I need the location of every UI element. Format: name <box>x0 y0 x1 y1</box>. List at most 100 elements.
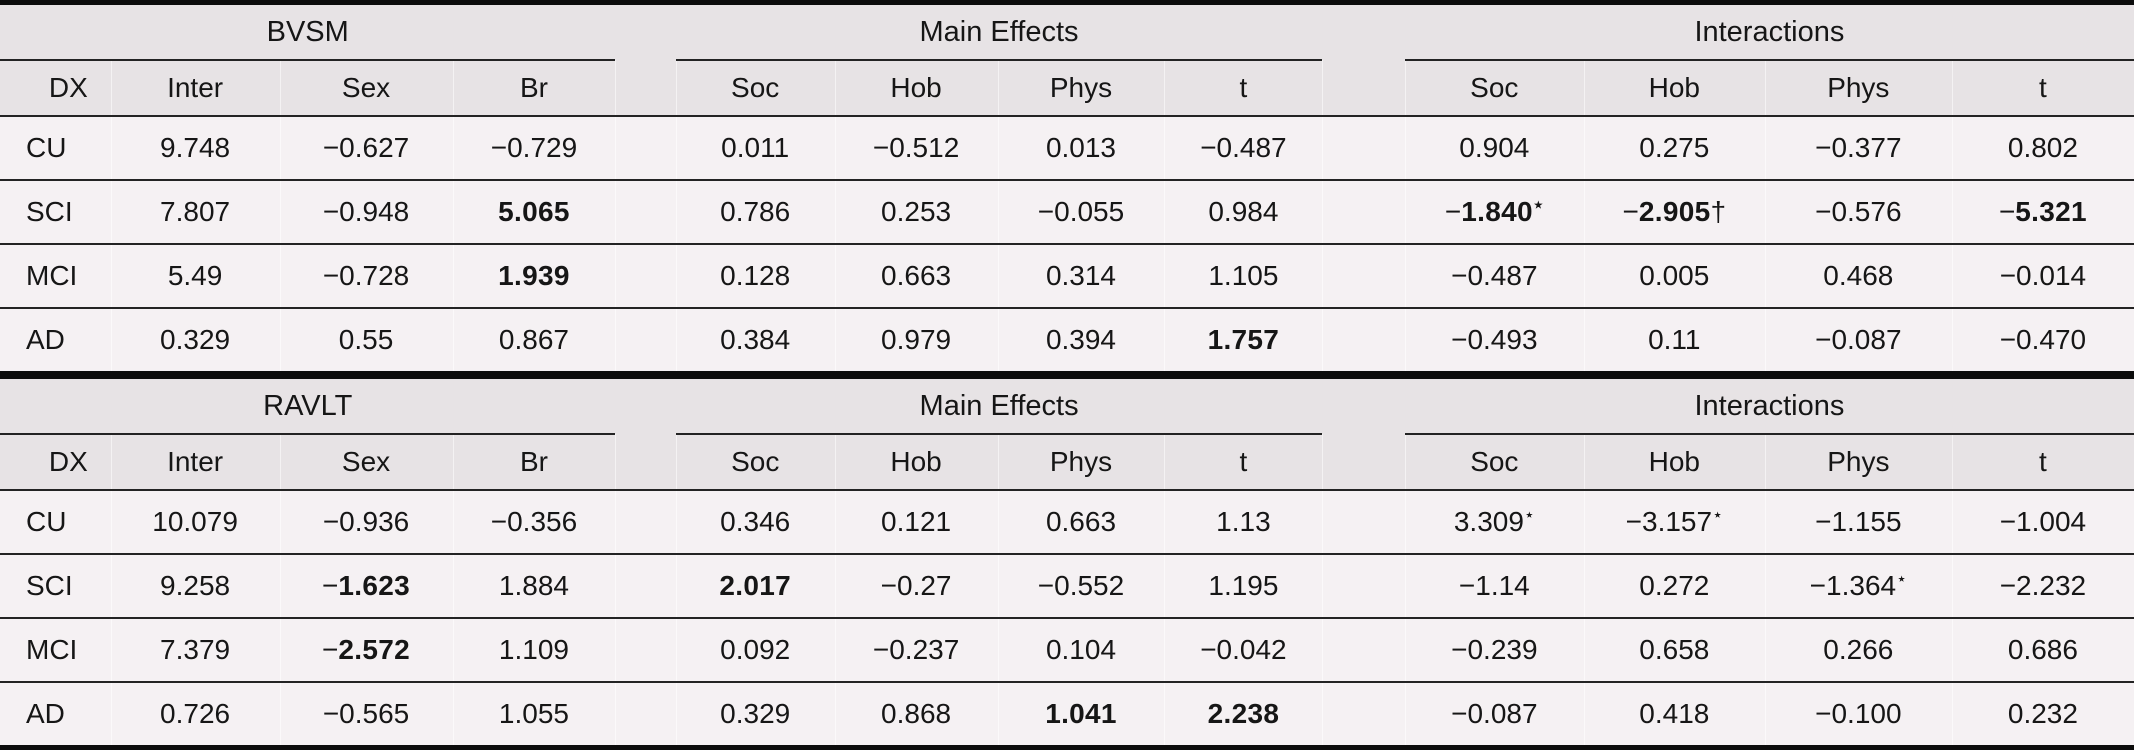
column-gap <box>1322 116 1405 181</box>
table-cell: −1.364⋆ <box>1764 554 1952 619</box>
table-cell: 0.868 <box>834 682 998 748</box>
table-cell: 0.802 <box>1951 116 2134 181</box>
table-cell: −0.487 <box>1164 116 1323 181</box>
column-header-br: Br <box>452 60 616 117</box>
table-cell: 0.272 <box>1583 554 1765 619</box>
row-label: CU <box>0 490 111 555</box>
column-gap <box>615 490 676 555</box>
table-cell: 0.104 <box>997 618 1165 683</box>
column-header-inter: Inter <box>110 434 280 491</box>
group-label-interactions: Interactions <box>1404 377 2134 435</box>
column-header-br: Br <box>452 434 616 491</box>
column-header-phys: Phys <box>1764 434 1952 491</box>
table-cell: 0.904 <box>1404 116 1584 181</box>
table-cell: −0.552 <box>997 554 1165 619</box>
table-cell: 0.011 <box>675 116 835 181</box>
table-cell: −3.157⋆ <box>1583 490 1765 555</box>
table-cell: −0.729 <box>452 116 616 181</box>
column-gap <box>1322 618 1405 683</box>
table-cell: 0.314 <box>997 244 1165 309</box>
table-cell: 5.49 <box>110 244 280 309</box>
column-header-hob: Hob <box>1583 434 1765 491</box>
table-cell: −1.623 <box>279 554 453 619</box>
table-cell: −5.321 <box>1951 180 2134 245</box>
bvsm-table: BVSM Main Effects Interactions DX Inter Sex Br… <box>0 0 2134 375</box>
column-header-dx: DX <box>0 434 111 491</box>
table-cell: −2.232 <box>1951 554 2134 619</box>
row-label: AD <box>0 308 111 373</box>
row-label: SCI <box>0 554 111 619</box>
column-header-soc: Soc <box>1404 434 1584 491</box>
table-cell: 0.092 <box>675 618 835 683</box>
table-cell: 0.11 <box>1583 308 1765 373</box>
group-label-main-effects: Main Effects <box>675 377 1323 435</box>
table-cell: −0.377 <box>1764 116 1952 181</box>
table-cell: 0.786 <box>675 180 835 245</box>
table-cell: 0.686 <box>1951 618 2134 683</box>
table-cell: 3.309⋆ <box>1404 490 1584 555</box>
table-cell: 0.121 <box>834 490 998 555</box>
table-cell: 0.418 <box>1583 682 1765 748</box>
table-cell: −0.087 <box>1764 308 1952 373</box>
column-gap <box>615 308 676 373</box>
table-cell: 0.663 <box>834 244 998 309</box>
table-cell: 5.065 <box>452 180 616 245</box>
table-row-cu: CU 9.748 −0.627 −0.729 0.011 −0.512 0.013 −0.48… <box>0 116 2134 181</box>
table-cell: −1.840⋆ <box>1404 180 1584 245</box>
table-row-ad: AD 0.329 0.55 0.867 0.384 0.979 0.394 1.757 −0.4… <box>0 308 2134 373</box>
table-cell: −0.356 <box>452 490 616 555</box>
table-cell: −0.100 <box>1764 682 1952 748</box>
table-cell: 0.346 <box>675 490 835 555</box>
column-header-hob: Hob <box>1583 60 1765 117</box>
table-cell: 0.468 <box>1764 244 1952 309</box>
column-header-phys: Phys <box>997 434 1165 491</box>
table-cell: 1.884 <box>452 554 616 619</box>
table-cell: 1.105 <box>1164 244 1323 309</box>
table-cell: −2.905† <box>1583 180 1765 245</box>
table-cell: 1.109 <box>452 618 616 683</box>
column-gap <box>1322 308 1405 373</box>
column-gap <box>1322 2 1405 60</box>
table-cell: 0.867 <box>452 308 616 373</box>
table-row-cu: CU 10.079 −0.936 −0.356 0.346 0.121 0.663 1.13 3… <box>0 490 2134 555</box>
table-cell: −2.572 <box>279 618 453 683</box>
table-cell: 0.55 <box>279 308 453 373</box>
column-header-dx: DX <box>0 60 111 117</box>
column-gap <box>615 60 676 117</box>
column-header-sex: Sex <box>279 60 453 117</box>
column-header-soc: Soc <box>675 60 835 117</box>
column-gap <box>615 377 676 434</box>
ravlt-table: RAVLT Main Effects Interactions DX Inter Sex B… <box>0 375 2134 750</box>
table-cell: −0.487 <box>1404 244 1584 309</box>
column-gap <box>1322 682 1405 748</box>
column-gap <box>1322 180 1405 245</box>
column-header-row: DX Inter Sex Br Soc Hob Phys t Soc Hob Phys t <box>0 60 2134 117</box>
column-header-soc: Soc <box>675 434 835 491</box>
table-cell: 0.663 <box>997 490 1165 555</box>
table-cell: −0.728 <box>279 244 453 309</box>
group-label-main-effects: Main Effects <box>675 2 1323 61</box>
table-cell: 2.238 <box>1164 682 1323 748</box>
group-label-interactions: Interactions <box>1404 2 2134 61</box>
column-header-row: DX Inter Sex Br Soc Hob Phys t Soc Hob Phys t <box>0 434 2134 491</box>
table-cell: 0.979 <box>834 308 998 373</box>
table-cell: 0.658 <box>1583 618 1765 683</box>
row-label: SCI <box>0 180 111 245</box>
table-cell: −0.936 <box>279 490 453 555</box>
table-cell: −0.948 <box>279 180 453 245</box>
table-cell: 9.748 <box>110 116 280 181</box>
column-gap <box>1322 434 1405 491</box>
table-cell: 0.329 <box>110 308 280 373</box>
column-header-phys: Phys <box>1764 60 1952 117</box>
table-cell: 0.266 <box>1764 618 1952 683</box>
table-cell: 0.128 <box>675 244 835 309</box>
table-cell: −1.155 <box>1764 490 1952 555</box>
column-gap <box>615 180 676 245</box>
table-cell: 1.195 <box>1164 554 1323 619</box>
column-header-hob: Hob <box>834 434 998 491</box>
table-cell: −1.14 <box>1404 554 1584 619</box>
column-gap <box>615 2 676 60</box>
table-cell: 7.379 <box>110 618 280 683</box>
table-cell: 10.079 <box>110 490 280 555</box>
